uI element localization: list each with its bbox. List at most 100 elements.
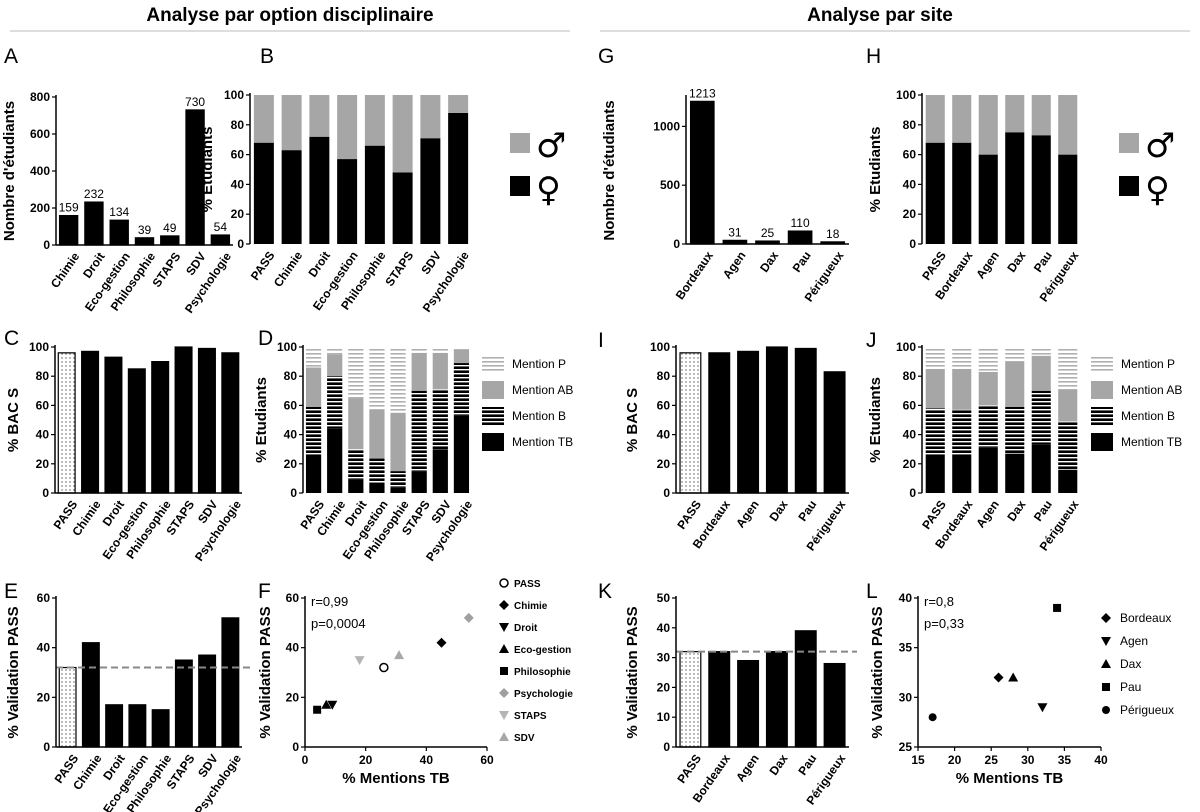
header-right: Analyse par site [807, 5, 953, 26]
F-point-eco-gestion [321, 699, 332, 709]
E-ytick-label: 20 [37, 690, 51, 704]
B-bar-pass-♀ [253, 142, 274, 244]
F-stat-annotation: r=0,99 [311, 594, 348, 609]
B-xtick-label: Droit [306, 249, 334, 280]
F-point-philosophie [313, 705, 322, 714]
B-bar-psychologie-♂ [448, 95, 469, 113]
I-y-title: % BAC S [624, 388, 641, 452]
H-legend-male-symbol: ♂ [1145, 126, 1175, 166]
F-legend-marker-droit [499, 623, 509, 632]
L-xtick-label: 15 [911, 753, 925, 767]
L-legend-marker-dax [1101, 659, 1111, 668]
I-bar-bordeaux [708, 352, 731, 494]
G-ytick-label: 0 [673, 237, 680, 251]
K-bar-périgueux [823, 662, 846, 748]
panel-letter-E: E [4, 580, 18, 603]
panel-letter-B: B [260, 45, 274, 68]
E-ytick-label: 40 [37, 641, 51, 655]
E-bar-eco-gestion [128, 704, 147, 748]
panel-letter-D: D [258, 327, 273, 350]
panel-F: 0 20 40 60 0 20 40 60 % Validation PASS % Mention… [257, 578, 573, 787]
F-xtick-label: 0 [302, 753, 309, 767]
D-ytick-label: 80 [284, 369, 298, 383]
L-xtick-label: 40 [1094, 753, 1108, 767]
J-bar-agen-mention-b [978, 405, 998, 448]
A-data-label: 39 [138, 223, 152, 237]
J-bar-pau-mention-b [1031, 390, 1051, 445]
B-bar-eco-gestion-♀ [337, 159, 358, 244]
D-bar-chimie-mention-ab [327, 354, 343, 377]
I-ytick-label: 100 [650, 340, 670, 354]
A-bar-chimie [58, 214, 79, 246]
F-xtick-label: 60 [480, 753, 494, 767]
H-bar-pass-♂ [925, 95, 945, 143]
legend-gender-B: ♂♀ [510, 126, 566, 210]
D-legend-label: Mention AB [512, 383, 573, 397]
H-bar-pass-♀ [925, 142, 945, 244]
H-bar-périgueux-♂ [1058, 95, 1078, 155]
J-bar-périgueux-mention-ab [1058, 389, 1078, 422]
J-ytick-label: 40 [903, 428, 917, 442]
D-bar-philosophie-mention-tb [390, 487, 406, 493]
B-ytick-label: 80 [231, 118, 245, 132]
K-bar-bordeaux [708, 651, 731, 748]
C-bar-chimie [81, 350, 100, 494]
J-legend-swatch-mention-tb [1091, 433, 1113, 451]
legend-mentions-J: Mention P Mention AB Mention B Mention TB [1091, 355, 1182, 451]
D-bar-staps-mention-p [411, 347, 427, 353]
A-data-label: 159 [59, 201, 79, 215]
I-bar-pass [679, 352, 702, 494]
J-xtick-label: Agen [973, 498, 1002, 531]
J-bar-agen-mention-p [978, 347, 998, 372]
D-bar-psychologie-mention-ab [453, 349, 470, 364]
J-bar-pau-mention-tb [1031, 444, 1051, 493]
panel-letter-A: A [4, 45, 18, 68]
I-ytick-label: 20 [657, 457, 671, 471]
C-ytick-label: 80 [36, 369, 50, 383]
H-bar-agen-♀ [978, 154, 998, 244]
D-y-title: % Etudiants [253, 377, 270, 463]
D-legend-swatch-mention-b [482, 407, 504, 425]
panel-letter-L: L [866, 580, 878, 603]
D-legend-label: Mention TB [512, 435, 573, 449]
L-legend-marker-bordeaux [1101, 613, 1111, 623]
H-ytick-label: 20 [903, 207, 917, 221]
J-xtick-label: Pau [1031, 498, 1055, 524]
H-bar-pau-♂ [1031, 95, 1051, 136]
panel-letter-G: G [598, 45, 614, 68]
F-xtick-label: 40 [420, 753, 434, 767]
C-ytick-label: 20 [36, 457, 50, 471]
A-data-label: 134 [109, 205, 129, 219]
E-ytick-label: 60 [37, 591, 51, 605]
L-xtick-label: 25 [985, 753, 999, 767]
A-data-label: 49 [163, 221, 177, 235]
L-legend-marker-agen [1101, 637, 1111, 646]
F-point-chimie [436, 637, 447, 648]
D-bar-pass-mention-b [305, 406, 322, 457]
E-bar-chimie [81, 642, 100, 748]
panel-G: 1213 31 25 110 18 0 500 1000 Nombre d'étudiants B… [598, 45, 849, 304]
F-point-psychologie [463, 612, 474, 623]
L-x-title: % Mentions TB [956, 770, 1064, 787]
J-bar-agen-mention-ab [978, 371, 998, 406]
H-y-title: % Etudiants [867, 127, 884, 213]
J-legend-swatch-mention-b [1091, 407, 1113, 425]
B-legend-female-symbol: ♀ [536, 170, 561, 210]
G-ytick-label: 1000 [653, 119, 680, 133]
B-y-title: % Etudiants [199, 127, 216, 213]
H-legend-swatch-male [1119, 133, 1139, 153]
H-legend-swatch-female [1119, 176, 1139, 196]
A-ytick-label: 400 [30, 164, 50, 178]
K-ytick-label: 0 [663, 740, 670, 754]
J-bar-agen-mention-tb [978, 447, 998, 493]
E-bar-staps [174, 659, 193, 748]
L-ytick-label: 40 [899, 591, 913, 605]
J-bar-périgueux-mention-b [1058, 421, 1078, 470]
A-data-label: 232 [84, 187, 104, 201]
J-bar-bordeaux-mention-ab [952, 368, 972, 410]
E-bar-droit [105, 704, 124, 748]
H-bar-agen-♂ [978, 95, 998, 155]
E-bar-sdv [198, 654, 217, 748]
